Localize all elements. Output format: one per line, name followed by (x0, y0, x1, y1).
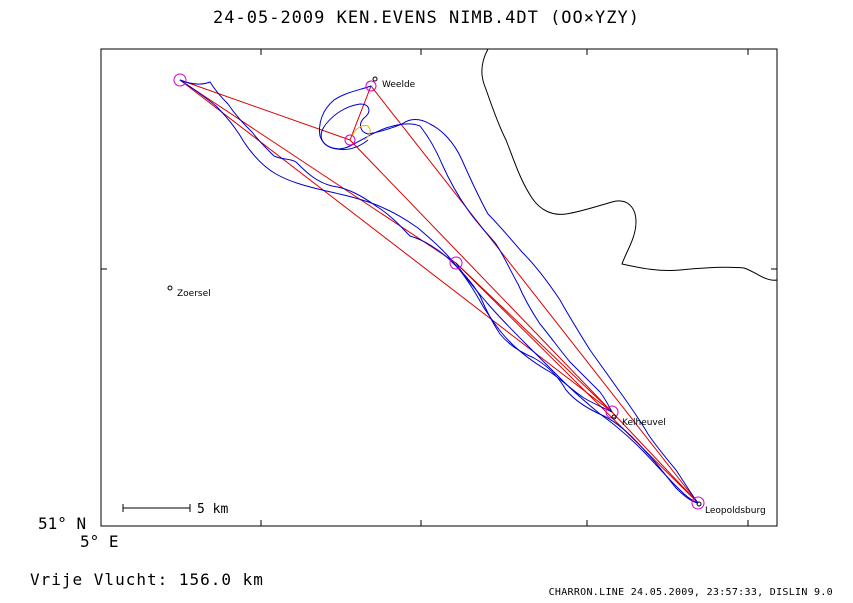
weelde-marker (372, 76, 378, 82)
flight-distance: Vrije Vlucht: 156.0 km (30, 570, 264, 589)
scale-bar (122, 504, 191, 512)
axis-ticks (101, 49, 777, 526)
turnpoint-leopoldsburg-marker (691, 496, 705, 510)
place-label-zoersel: Zoersel (177, 289, 211, 299)
leopoldsburg-marker (696, 501, 702, 507)
turnpoint-north-marker (344, 134, 356, 146)
latitude-label: 51° N (38, 514, 87, 533)
map-frame (100, 48, 778, 527)
scale-label: 5 km (197, 502, 228, 517)
task-lines (179, 79, 699, 504)
place-label-leopoldsburg: Leopoldsburg (705, 506, 766, 516)
turnpoint-start-marker (173, 73, 187, 87)
longitude-label: 5° E (80, 532, 119, 551)
country-border (481, 48, 778, 281)
turnpoint-mid-marker (449, 256, 463, 270)
flight-track (179, 79, 699, 504)
map-title: 24-05-2009 KEN.EVENS NIMB.4DT (OO×YZY) (213, 8, 640, 28)
track-highlight (351, 125, 371, 141)
place-label-kelheuvel: Kelheuvel (622, 418, 666, 428)
footer-credit: CHARRON.LINE 24.05.2009, 23:57:33, DISLI… (548, 587, 833, 598)
place-label-weelde: Weelde (382, 80, 416, 90)
turnpoint-weelde-marker (365, 80, 377, 92)
place-markers (167, 76, 702, 507)
turnpoints (173, 73, 705, 510)
kelheuvel-marker (611, 414, 617, 420)
zoersel-marker (167, 285, 173, 291)
